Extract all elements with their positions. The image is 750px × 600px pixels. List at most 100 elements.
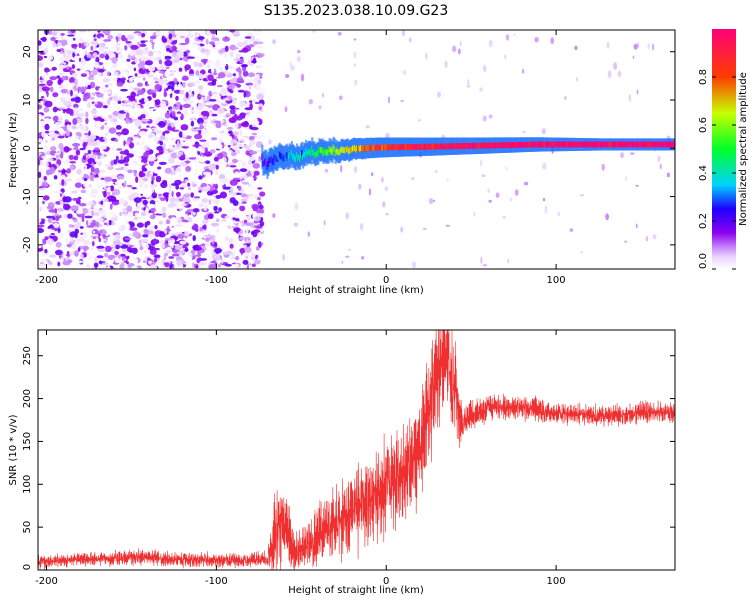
noise-blob	[131, 187, 137, 190]
noise-blob	[70, 98, 75, 102]
noise-blob	[185, 179, 189, 185]
noise-blob	[188, 90, 192, 93]
noise-blob	[196, 90, 203, 93]
noise-blob	[146, 171, 150, 178]
noise-blob	[249, 124, 253, 130]
noise-blob	[226, 258, 232, 262]
noise-blob	[213, 205, 218, 211]
noise-blob	[145, 103, 151, 108]
noise-blob	[147, 73, 155, 78]
noise-blob	[231, 206, 237, 209]
noise-blob	[96, 255, 104, 259]
noise-blob	[522, 130, 526, 134]
x-tick-label: 0	[383, 275, 389, 286]
noise-blob	[135, 48, 144, 56]
noise-blob	[215, 164, 219, 170]
noise-blob	[73, 225, 80, 229]
noise-blob	[90, 246, 94, 251]
noise-blob	[57, 135, 65, 139]
noise-blob	[138, 252, 144, 259]
noise-blob	[241, 145, 250, 148]
noise-blob	[42, 235, 45, 239]
noise-blob	[215, 121, 222, 129]
noise-blob	[71, 190, 78, 194]
noise-blob	[255, 30, 260, 36]
noise-blob	[48, 254, 57, 258]
noise-blob	[95, 84, 101, 87]
noise-blob	[64, 178, 73, 182]
noise-blob	[41, 86, 51, 92]
noise-blob	[85, 64, 89, 70]
colorbar: 0.0 0.2 0.4 0.6 0.8 Normalized spectral ampl…	[698, 29, 749, 270]
noise-blob	[184, 64, 191, 71]
noise-blob	[224, 215, 230, 219]
noise-blob	[144, 151, 150, 156]
noise-blob	[120, 155, 124, 160]
noise-blob	[580, 194, 584, 197]
noise-blob	[182, 75, 189, 81]
noise-blob	[124, 163, 129, 167]
noise-blob	[230, 151, 237, 157]
noise-blob	[158, 121, 166, 128]
noise-blob	[259, 191, 266, 197]
noise-blob	[194, 133, 203, 140]
noise-blob	[53, 175, 58, 180]
noise-blob	[71, 64, 76, 70]
noise-blob	[150, 207, 157, 213]
noise-blob	[90, 233, 99, 237]
noise-blob	[136, 240, 140, 243]
noise-blob	[66, 243, 72, 248]
noise-blob	[59, 116, 63, 121]
noise-blob	[268, 139, 272, 145]
noise-blob	[38, 216, 42, 224]
noise-blob	[159, 239, 166, 245]
noise-blob	[198, 73, 204, 80]
noise-blob	[55, 241, 62, 248]
noise-blob	[215, 194, 222, 199]
noise-blob	[48, 209, 56, 213]
noise-blob	[100, 238, 106, 242]
noise-blob	[79, 124, 87, 132]
noise-blob	[135, 157, 141, 163]
noise-blob	[104, 122, 108, 125]
noise-blob	[58, 232, 64, 239]
noise-blob	[86, 137, 94, 143]
noise-blob	[92, 115, 99, 118]
noise-blob	[107, 186, 111, 192]
noise-blob	[254, 120, 260, 126]
noise-blob	[249, 100, 253, 103]
noise-blob	[83, 239, 91, 245]
noise-blob	[340, 165, 343, 173]
noise-blob	[253, 259, 261, 265]
noise-blob	[157, 107, 161, 110]
noise-blob	[38, 247, 44, 252]
noise-blob	[256, 208, 265, 214]
noise-blob	[179, 42, 188, 46]
noise-blob	[97, 155, 101, 160]
noise-blob	[231, 158, 238, 164]
noise-blob	[46, 261, 52, 264]
noise-blob	[505, 34, 510, 41]
noise-blob	[182, 103, 191, 108]
noise-blob	[75, 84, 79, 88]
noise-blob	[43, 55, 48, 59]
noise-blob	[652, 234, 657, 240]
noise-blob	[195, 106, 204, 110]
noise-blob	[55, 249, 63, 256]
noise-blob	[146, 80, 153, 85]
noise-blob	[171, 225, 175, 228]
noise-blob	[569, 228, 574, 232]
noise-blob	[187, 82, 196, 87]
noise-blob	[46, 205, 54, 210]
noise-blob	[77, 107, 87, 112]
noise-blob	[300, 73, 305, 82]
noise-blob	[73, 140, 77, 143]
noise-blob	[115, 167, 123, 171]
noise-blob	[203, 86, 209, 89]
signal-core	[654, 141, 657, 148]
noise-blob	[199, 139, 207, 142]
noise-blob	[186, 56, 195, 59]
noise-blob	[69, 251, 76, 256]
noise-blob	[40, 96, 45, 99]
noise-blob	[200, 253, 207, 257]
